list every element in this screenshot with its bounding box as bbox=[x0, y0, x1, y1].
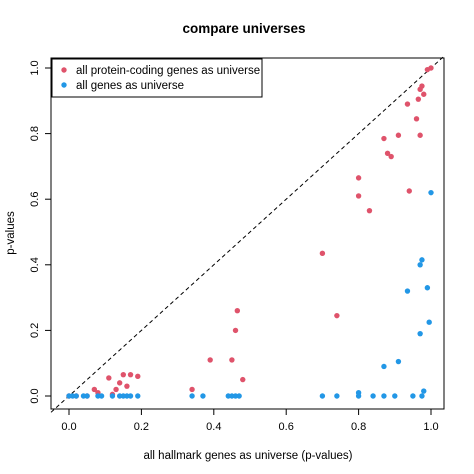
data-point bbox=[98, 393, 105, 399]
data-point bbox=[200, 393, 206, 399]
x-tick-label: 0.2 bbox=[134, 421, 149, 433]
x-tick-label: 0.8 bbox=[351, 421, 366, 433]
legend: all protein-coding genes as universe all… bbox=[51, 58, 263, 98]
data-point bbox=[424, 285, 431, 291]
y-tick-label: 0.2 bbox=[29, 323, 41, 338]
y-axis-label: p-values bbox=[5, 211, 17, 255]
data-point bbox=[426, 319, 432, 325]
data-point bbox=[109, 393, 116, 399]
data-point bbox=[189, 393, 195, 399]
identity-reference-line bbox=[50, 55, 445, 413]
y-axis: 0.0 0.2 0.4 0.6 0.8 1.0 bbox=[29, 60, 52, 404]
data-point bbox=[334, 312, 340, 319]
y-tick-label: 0.8 bbox=[29, 126, 41, 141]
data-point bbox=[106, 375, 112, 381]
x-tick-label: 0.6 bbox=[279, 421, 294, 433]
data-points bbox=[66, 65, 434, 399]
data-point bbox=[127, 393, 134, 399]
data-point bbox=[419, 393, 425, 399]
data-point bbox=[319, 393, 326, 399]
data-point bbox=[419, 257, 425, 263]
data-point bbox=[207, 357, 213, 363]
data-point bbox=[395, 132, 402, 138]
data-point bbox=[417, 262, 423, 268]
legend-label-protein-coding: all protein-coding genes as universe bbox=[76, 65, 260, 77]
y-tick-label: 0.6 bbox=[29, 192, 41, 207]
data-point bbox=[428, 65, 434, 71]
data-point bbox=[419, 83, 425, 89]
data-point bbox=[73, 393, 79, 399]
x-tick-label: 0.0 bbox=[61, 421, 76, 433]
legend-marker-protein-coding bbox=[61, 67, 67, 73]
legend-box bbox=[51, 58, 263, 98]
series-all-genes bbox=[66, 189, 434, 399]
data-point bbox=[355, 390, 362, 396]
data-point bbox=[406, 188, 412, 194]
data-point bbox=[366, 207, 373, 214]
data-point bbox=[417, 330, 423, 337]
data-point bbox=[395, 358, 402, 365]
data-point bbox=[113, 386, 119, 393]
data-point bbox=[404, 101, 411, 107]
data-point bbox=[189, 386, 195, 393]
legend-marker-all-genes bbox=[61, 82, 67, 88]
x-axis: 0.0 0.2 0.4 0.6 0.8 1.0 bbox=[61, 408, 439, 433]
chart-title: compare universes bbox=[182, 21, 305, 36]
series-protein-coding bbox=[66, 65, 434, 399]
data-point bbox=[232, 327, 239, 334]
data-point bbox=[370, 393, 376, 399]
data-point bbox=[234, 308, 241, 314]
data-point bbox=[421, 91, 427, 97]
y-tick-label: 0.0 bbox=[29, 388, 41, 403]
data-point bbox=[410, 393, 416, 399]
x-tick-label: 1.0 bbox=[423, 421, 438, 433]
y-tick-label: 0.4 bbox=[29, 257, 41, 272]
data-point bbox=[240, 376, 246, 383]
data-point bbox=[404, 288, 411, 294]
y-tick-label: 1.0 bbox=[29, 60, 41, 75]
data-point bbox=[388, 153, 394, 160]
data-point bbox=[116, 380, 123, 386]
data-point bbox=[84, 393, 90, 399]
data-point bbox=[381, 135, 387, 142]
data-point bbox=[124, 383, 130, 389]
data-point bbox=[91, 386, 98, 393]
data-point bbox=[413, 116, 420, 122]
data-point bbox=[381, 363, 387, 370]
legend-label-all-genes: all genes as universe bbox=[76, 80, 184, 92]
data-point bbox=[127, 371, 134, 378]
data-point bbox=[355, 175, 362, 181]
data-point bbox=[120, 371, 127, 378]
data-point bbox=[384, 150, 391, 156]
data-point bbox=[421, 388, 427, 394]
data-point bbox=[135, 393, 141, 399]
data-point bbox=[236, 393, 242, 399]
data-point bbox=[229, 357, 235, 363]
plot-frame bbox=[50, 57, 445, 410]
data-point bbox=[355, 193, 362, 199]
data-point bbox=[428, 189, 434, 196]
data-point bbox=[135, 373, 141, 380]
data-point bbox=[415, 96, 422, 102]
data-point bbox=[417, 132, 423, 138]
data-point bbox=[319, 250, 326, 257]
data-point bbox=[334, 393, 340, 399]
x-axis-label: all hallmark genes as universe (p-values… bbox=[143, 450, 352, 462]
data-point bbox=[381, 393, 387, 399]
data-point bbox=[392, 393, 398, 399]
x-tick-label: 0.4 bbox=[206, 421, 221, 433]
